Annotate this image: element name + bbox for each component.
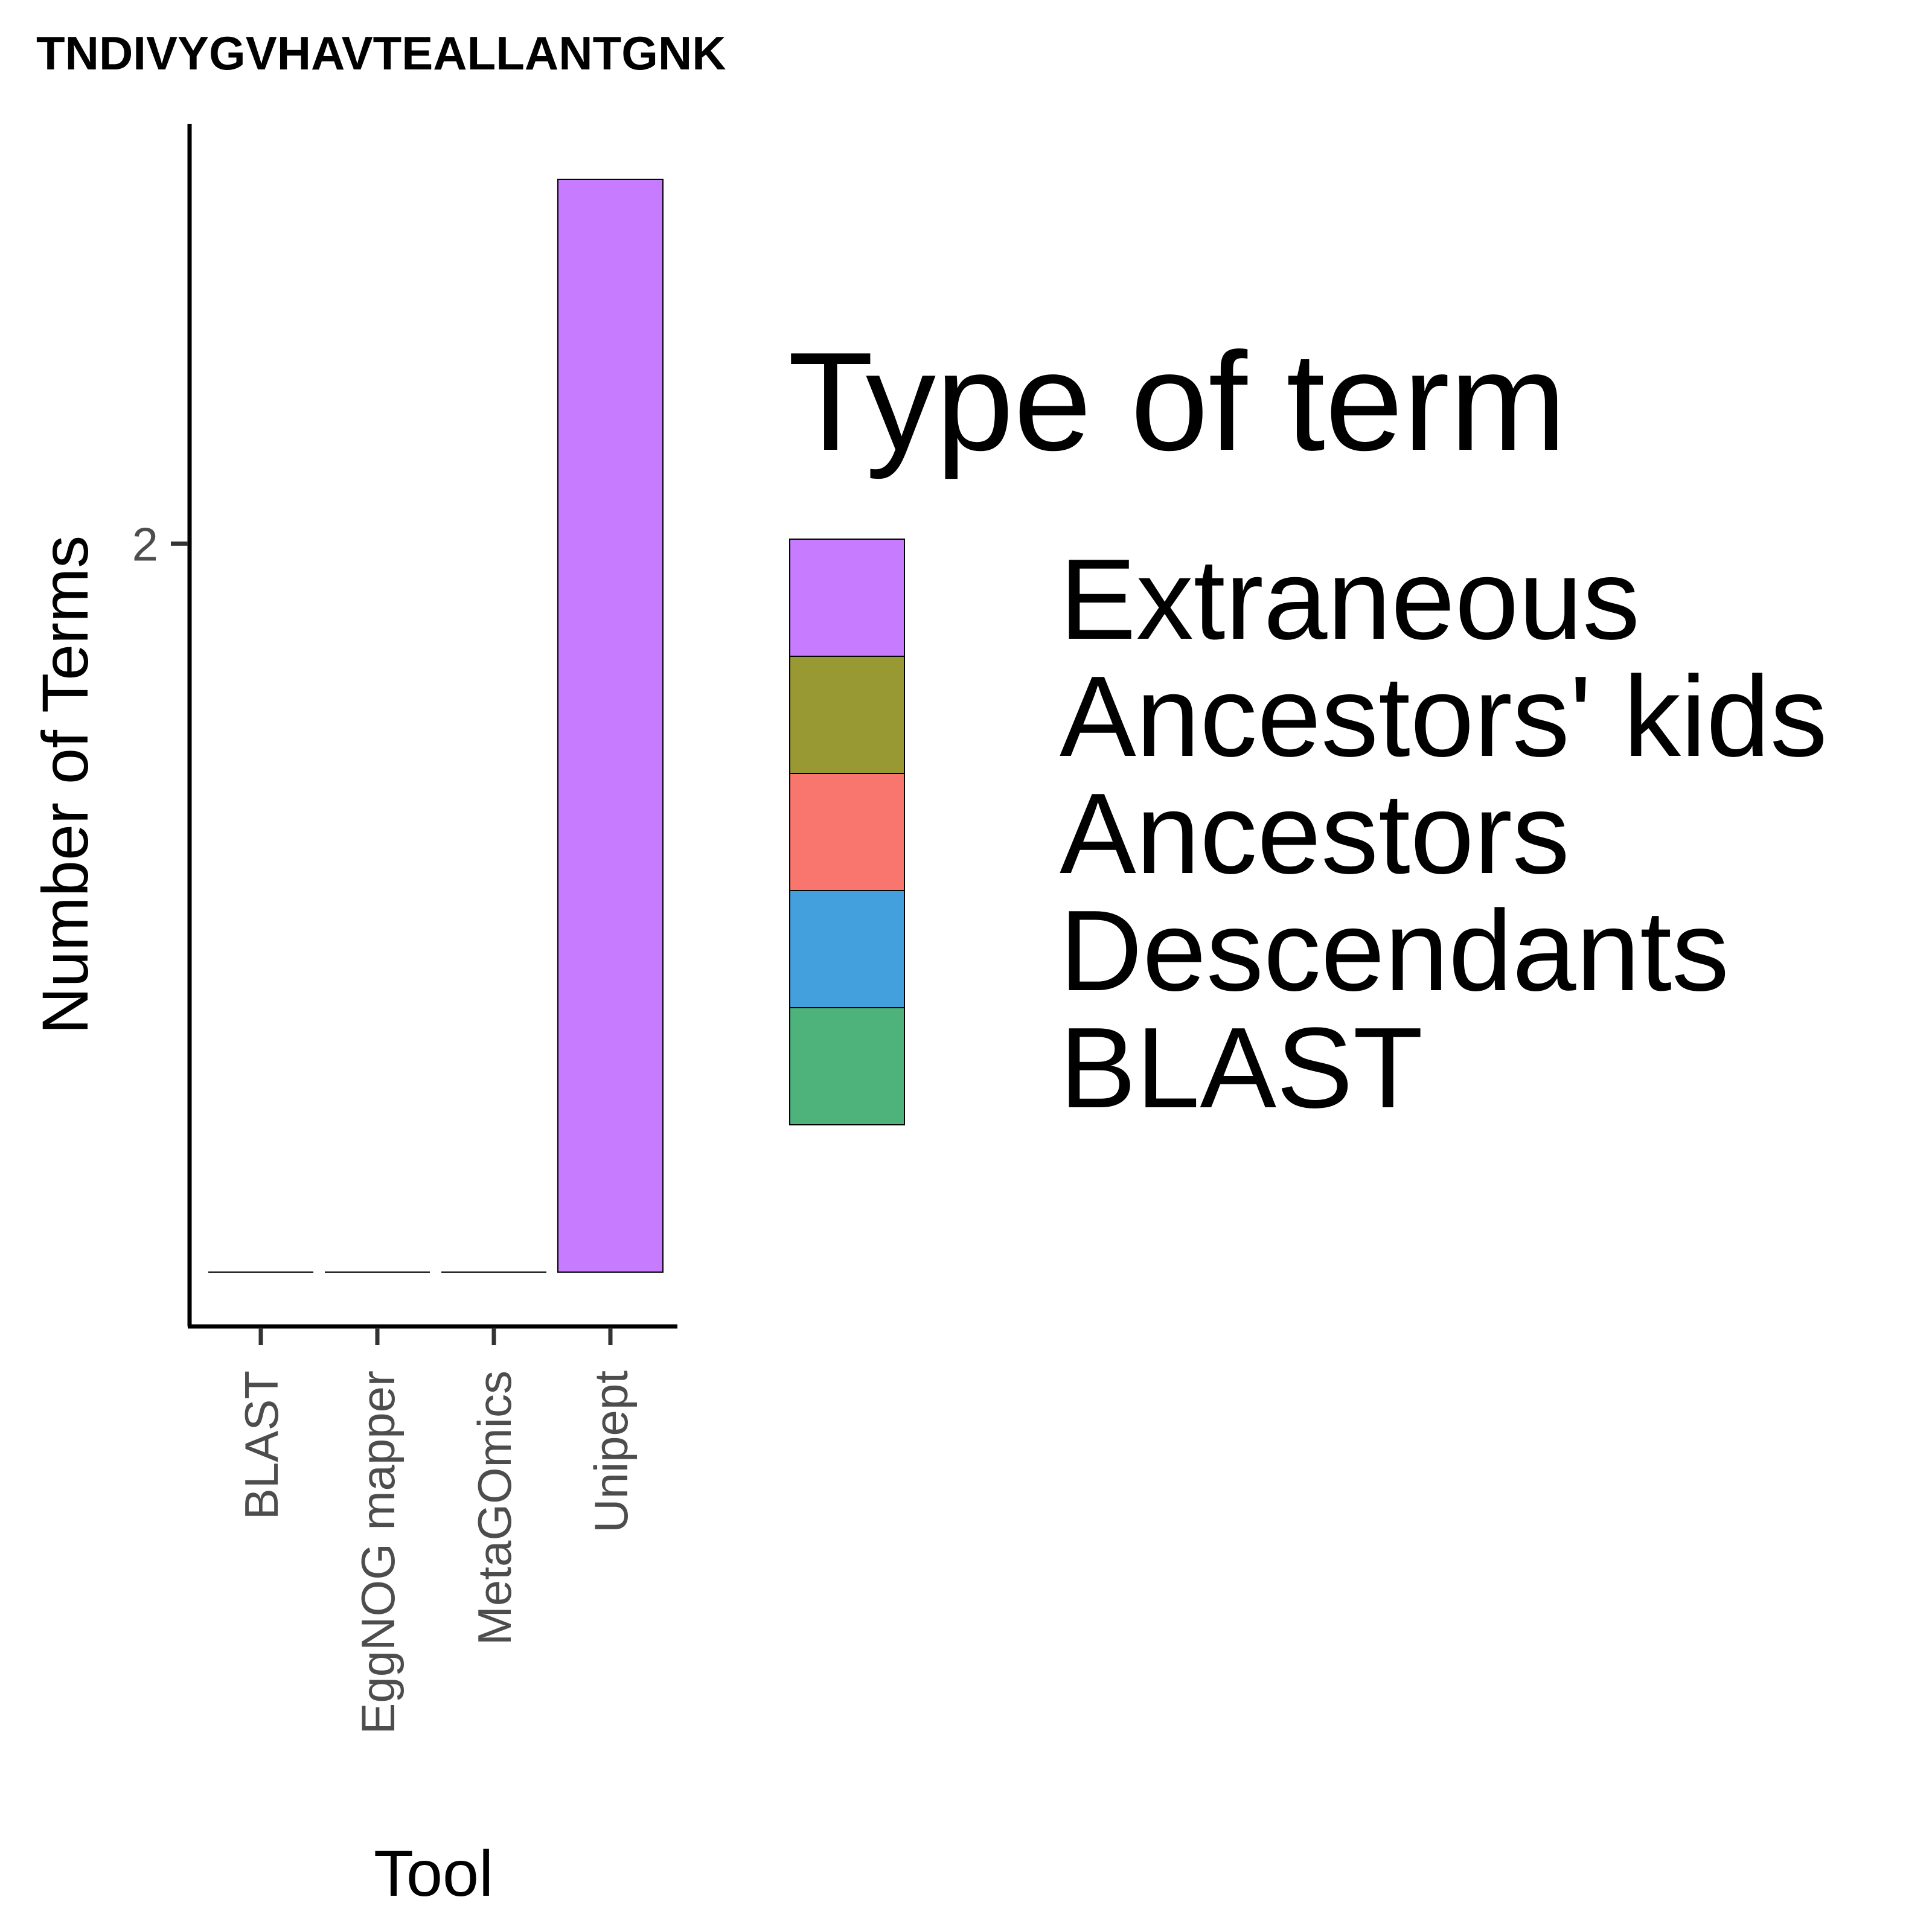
legend-label-blast: BLAST [1060,1004,1423,1132]
legend-key-blast [789,1007,905,1125]
y-ticks: 2 [132,517,188,571]
legend-label-descendants: Descendants [1060,887,1729,1015]
legend-key-ancestors-kids [789,656,905,774]
y-tick-label-2: 2 [132,517,158,571]
y-axis-title: Number of Terms [28,536,101,1034]
x-tick-label-eggnog-mapper: EggNOG mapper [351,1371,405,1735]
legend-label-ancestors-kids: Ancestors' kids [1060,653,1828,781]
legend-key-extraneous [789,539,905,657]
legend-title: Type of term [788,324,1566,480]
x-ticks: BLAST EggNOG mapper MetaGOmics Unipept [235,1328,638,1735]
legend-key-ancestors [789,773,905,891]
legend-key-descendants [789,890,905,1008]
x-tick-label-blast: BLAST [235,1371,288,1520]
legend-label-ancestors: Ancestors [1060,770,1570,898]
chart-title: TNDIVYGVHAVTEALLANTGNK [36,27,726,80]
legend-label-extraneous: Extraneous [1060,536,1640,664]
x-axis-title: Tool [374,1837,493,1910]
bar-unipept-extraneous [557,179,664,1273]
x-tick-label-unipept: Unipept [584,1371,638,1533]
plot-area [208,179,664,1273]
x-tick-label-metagomics: MetaGOmics [468,1371,521,1645]
